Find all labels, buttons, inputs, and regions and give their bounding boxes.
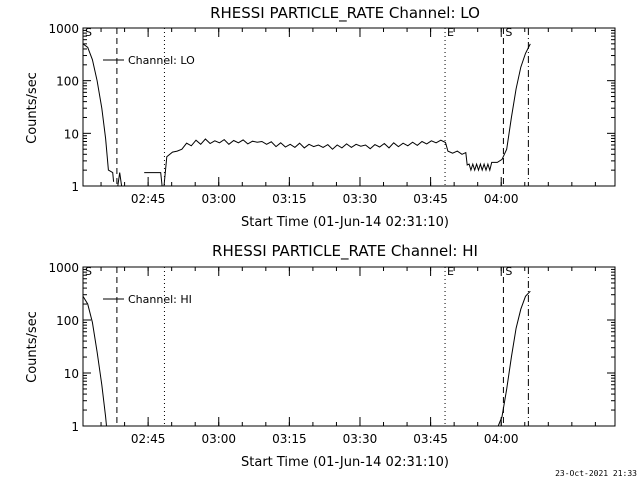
data-line [497, 290, 531, 427]
footer-timestamp: 23-Oct-2021 21:33 [555, 469, 637, 478]
x-tick-label: 04:00 [484, 432, 519, 446]
y-tick-label: 1000 [48, 22, 79, 36]
x-tick-label: 03:45 [413, 432, 448, 446]
plot-frame [82, 266, 616, 427]
x-tick-label: 03:45 [413, 192, 448, 206]
event-marker-label: S [85, 26, 92, 39]
plot-frame [82, 27, 616, 187]
y-tick-label: 100 [56, 314, 79, 328]
data-line [144, 172, 163, 187]
data-line [82, 296, 107, 427]
event-marker-label: S [505, 265, 512, 278]
y-tick-label: 100 [56, 75, 79, 89]
chart-panel-lo: RHESSI PARTICLE_RATE Channel: LO Counts/… [25, 4, 616, 230]
data-line [163, 43, 531, 187]
x-tick-label: 03:00 [201, 432, 236, 446]
event-marker-label: S [505, 26, 512, 39]
legend-label-hi: Channel: HI [128, 293, 192, 306]
chart-title-lo: RHESSI PARTICLE_RATE Channel: LO [210, 4, 480, 23]
x-tick-label: 04:00 [484, 192, 519, 206]
chart-panel-hi: RHESSI PARTICLE_RATE Channel: HI Counts/… [25, 242, 616, 470]
y-tick-label: 1000 [48, 261, 79, 275]
y-tick-label: 10 [64, 367, 79, 381]
x-axis-label-lo: Start Time (01-Jun-14 02:31:10) [241, 215, 449, 230]
chart-title-hi: RHESSI PARTICLE_RATE Channel: HI [212, 242, 478, 261]
y-tick-label: 10 [64, 127, 79, 141]
x-tick-label: 03:30 [343, 192, 378, 206]
x-tick-label: 02:45 [131, 432, 166, 446]
data-line [117, 172, 123, 187]
y-axis-label-hi: Counts/sec [25, 311, 40, 383]
event-marker-label: S [85, 265, 92, 278]
event-marker-label: E [447, 265, 454, 278]
x-tick-label: 03:30 [343, 432, 378, 446]
x-tick-label: 03:15 [272, 432, 307, 446]
x-tick-label: 03:00 [201, 192, 236, 206]
x-axis-label-hi: Start Time (01-Jun-14 02:31:10) [241, 455, 449, 470]
y-axis-label-lo: Counts/sec [25, 72, 40, 144]
x-tick-label: 03:15 [272, 192, 307, 206]
data-line [82, 43, 115, 182]
y-tick-label: 1 [71, 180, 79, 194]
legend-label-lo: Channel: LO [128, 54, 195, 67]
x-tick-label: 02:45 [131, 192, 166, 206]
event-marker-label: E [447, 26, 454, 39]
y-tick-label: 1 [71, 420, 79, 434]
